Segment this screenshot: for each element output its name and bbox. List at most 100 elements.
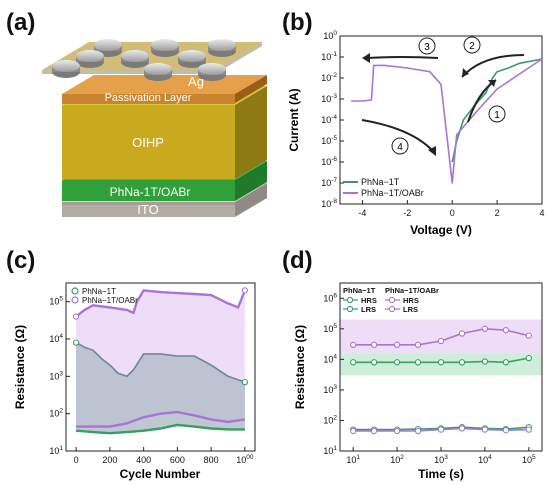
data-marker — [414, 341, 422, 348]
data-marker — [72, 339, 80, 346]
data-marker — [414, 427, 422, 435]
legend-label: PhNa−1T/OABr — [82, 296, 138, 305]
tick-label: 10-7 — [321, 177, 337, 188]
tick-label: 102 — [49, 408, 63, 419]
tick-label: 10-6 — [321, 156, 337, 167]
sweep-arrow-4-head — [428, 146, 436, 156]
panel-a: (a) ITO PhNa-1T/OABr OIHP — [6, 9, 267, 217]
tick-label: 10-1 — [321, 51, 337, 62]
panel-d-chart: 101 102 103 104 105 101 102 103 104 105 106 PhNa−1… — [293, 282, 543, 481]
tick-label: 104 — [478, 454, 492, 465]
tick-label: 101 — [49, 445, 63, 456]
legend-label: LRS — [361, 305, 376, 314]
panel-b-tag: (b) — [282, 9, 313, 36]
tick-label: 0 — [74, 455, 79, 465]
data-marker — [481, 426, 489, 433]
data-marker — [414, 359, 422, 366]
sweep-arrow-3 — [367, 56, 439, 59]
tick-label: 800 — [204, 455, 219, 465]
data-marker — [458, 359, 466, 366]
legend-label: HRS — [361, 296, 377, 305]
legend-label: LRS — [403, 305, 418, 314]
data-marker — [525, 354, 532, 362]
legend-marker-green — [346, 305, 354, 313]
hrs-curve-grey — [75, 341, 246, 383]
tick-label: 600 — [170, 455, 185, 465]
purple-hrs-band — [340, 319, 542, 354]
sweep-annotations: 1 2 3 4 — [361, 36, 525, 156]
htl-label: PhNa-1T/OABr — [110, 185, 191, 199]
legend-marker-purple — [388, 305, 396, 313]
oihp-label: OIHP — [132, 135, 164, 150]
tick-label: 10-3 — [321, 93, 337, 104]
tick-label: 105 — [522, 454, 536, 465]
tick-label: 101 — [346, 454, 360, 465]
data-marker — [437, 359, 445, 366]
tick-label: 106 — [323, 292, 337, 303]
legend-label: HRS — [403, 296, 419, 305]
data-marker — [437, 337, 445, 345]
tick-label: 104 — [49, 333, 63, 344]
data-marker — [241, 378, 249, 386]
y-axis-label: Resistance (Ω) — [13, 325, 27, 409]
sweep-label-3: 3 — [424, 42, 430, 53]
data-marker — [370, 427, 378, 435]
passivation-label: Passivation Layer — [105, 92, 192, 104]
data-marker — [350, 427, 357, 435]
data-marker — [350, 359, 357, 366]
x-axis-label: Voltage (V) — [410, 223, 472, 237]
panel-d-tag: (d) — [282, 247, 313, 274]
tick-label: 103 — [49, 370, 63, 381]
legend-marker-purple — [71, 296, 79, 304]
ito-label: ITO — [137, 202, 158, 217]
chart-legend: PhNa−1T PhNa−1T/OABr HRS HRS LRS LRS — [343, 286, 439, 314]
legend-label: PhNa−1T/OABr — [361, 188, 424, 198]
data-marker — [502, 359, 510, 366]
sweep-arrow-1-head — [488, 80, 496, 87]
data-marker — [393, 341, 401, 348]
data-marker — [370, 359, 378, 366]
y-axis-label: Current (A) — [287, 88, 301, 151]
chart-legend: PhNa−1T PhNa−1T/OABr — [71, 287, 138, 305]
data-marker — [393, 359, 401, 366]
lrs-curve-green — [76, 423, 245, 435]
plot-frame — [65, 282, 256, 452]
sweep-label-2: 2 — [469, 41, 475, 52]
tick-label: 4 — [539, 208, 544, 218]
data-marker — [458, 330, 466, 337]
data-marker — [393, 427, 401, 435]
panel-a-tag: (a) — [6, 9, 35, 36]
passivation-layer: Passivation Layer — [62, 75, 267, 104]
tick-label: 101 — [323, 445, 337, 456]
data-marker — [458, 425, 466, 432]
iv-curve-purple — [351, 58, 543, 184]
tick-label: -4 — [358, 208, 366, 218]
tick-label: 200 — [102, 455, 117, 465]
panel-c-chart: 0 200 400 600 800 1000 101 102 103 104 105 PhNa−1T… — [13, 282, 256, 481]
legend-header: PhNa−1T/OABr — [385, 286, 439, 295]
data-marker — [72, 313, 80, 320]
tick-label: 10-2 — [321, 72, 337, 83]
tick-label: 103 — [434, 454, 448, 465]
tick-label: 103 — [323, 384, 337, 395]
tick-label: 104 — [323, 353, 337, 364]
legend-marker-purple — [388, 296, 396, 304]
sweep-arrow-4 — [361, 119, 433, 151]
data-marker — [481, 325, 489, 332]
legend-marker-green — [346, 296, 354, 304]
y-axis-label: Resistance (Ω) — [293, 325, 307, 409]
legend-marker-green — [71, 287, 79, 295]
legend-header: PhNa−1T — [343, 286, 376, 295]
tick-label: 105 — [49, 296, 63, 307]
sweep-label-3-circle — [418, 37, 436, 55]
tick-label: -2 — [403, 208, 411, 218]
tick-label: 10-4 — [321, 114, 337, 125]
legend-label: PhNa−1T — [82, 287, 116, 296]
legend-label: PhNa−1T — [361, 177, 400, 187]
tick-label: 10-5 — [321, 135, 337, 146]
data-marker — [525, 332, 532, 339]
tick-label: 2 — [495, 208, 500, 218]
sweep-label-1-circle — [488, 105, 506, 123]
data-marker — [502, 427, 510, 434]
